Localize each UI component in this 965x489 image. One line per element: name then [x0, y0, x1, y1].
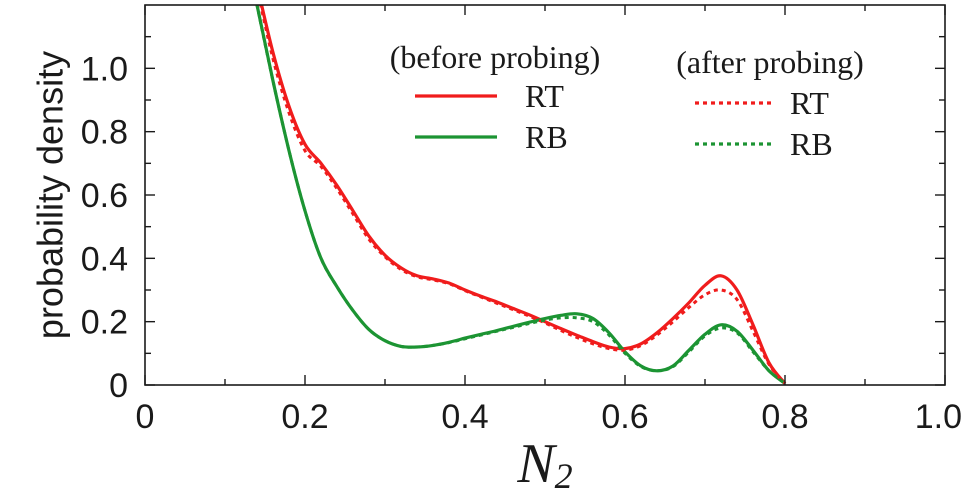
y-axis-title: probability density — [30, 51, 71, 339]
y-tick-label: 0.2 — [81, 304, 128, 342]
x-axis-title-subscript: 2 — [555, 456, 573, 489]
y-tick-label: 0.8 — [81, 114, 128, 152]
x-tick-labels: 0 0.2 0.4 0.6 0.8 1.0 — [136, 398, 962, 436]
legend-label-rt-after: RT — [790, 85, 829, 121]
legend-group-title-before: (before probing) — [390, 39, 601, 75]
y-tick-label: 0 — [109, 367, 128, 405]
legend-label-rb-after: RB — [790, 126, 833, 162]
x-tick-label: 0 — [136, 398, 155, 436]
y-tick-label: 0.4 — [81, 240, 128, 278]
legend: (before probing) (after probing) RT RB R… — [390, 39, 864, 162]
x-tick-label: 1.0 — [915, 398, 962, 436]
x-tick-label: 0.6 — [601, 398, 648, 436]
x-axis-title-main: N — [516, 433, 557, 489]
legend-group-title-after: (after probing) — [676, 44, 863, 80]
x-tick-label: 0.8 — [761, 398, 808, 436]
series-line-rb-after — [255, 5, 786, 385]
x-axis-title: N2 — [516, 433, 572, 489]
x-tick-label: 0.4 — [441, 398, 488, 436]
legend-label-rt-before: RT — [525, 78, 564, 114]
x-tick-label: 0.2 — [281, 398, 328, 436]
series-lines — [255, 5, 787, 385]
y-tick-label: 0.6 — [81, 177, 128, 215]
y-tick-label: 1.0 — [81, 50, 128, 88]
y-tick-labels: 0 0.2 0.4 0.6 0.8 1.0 — [81, 50, 128, 405]
legend-label-rb-before: RB — [525, 119, 568, 155]
axis-ticks — [144, 5, 946, 386]
series-line-rt-after — [259, 5, 787, 385]
